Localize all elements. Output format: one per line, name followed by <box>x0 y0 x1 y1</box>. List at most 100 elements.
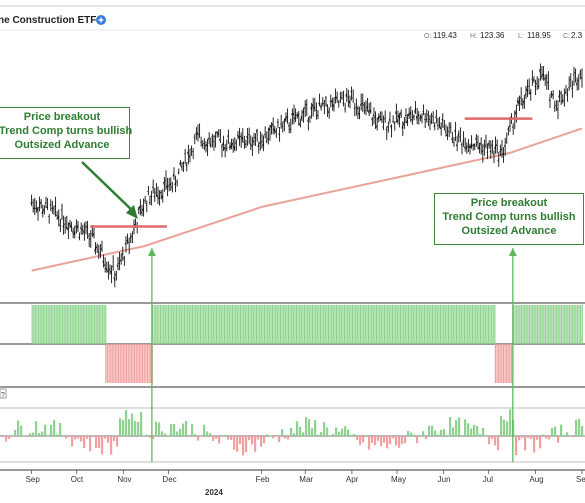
price-bar-open-tick <box>417 114 420 117</box>
price-bar-open-tick <box>223 146 226 151</box>
oscillator-bar-positive <box>146 434 149 436</box>
trend-composite-bar-positive <box>578 305 580 344</box>
trend-composite-bar-positive <box>527 305 529 344</box>
trend-composite-bar-positive <box>57 305 59 344</box>
price-bar-open-tick <box>532 78 535 81</box>
oscillator-bar-positive <box>500 415 503 436</box>
price-bar-open-tick <box>516 100 519 104</box>
oscillator-bar-negative <box>425 436 428 440</box>
trend-composite-bar-positive <box>385 305 387 344</box>
trend-composite-bar-positive <box>243 305 245 344</box>
price-bar-open-tick <box>172 172 175 177</box>
price-bar-open-tick <box>127 241 130 244</box>
price-bar-open-tick <box>303 106 306 109</box>
trend-composite-bar-positive <box>222 305 224 344</box>
trend-composite-bar-positive <box>84 305 86 344</box>
trend-composite-bar-positive <box>452 305 454 344</box>
price-bar-open-tick <box>329 100 331 102</box>
oscillator-bar-positive <box>434 430 437 436</box>
trend-composite-bar-positive <box>491 305 493 344</box>
oscillator-bar-negative <box>287 436 290 440</box>
price-bar-open-tick <box>382 126 384 128</box>
trend-composite-bar-negative <box>113 344 115 383</box>
trend-composite-bar-negative <box>140 344 142 383</box>
trend-composite-bar-positive <box>339 305 341 344</box>
price-bar-open-tick <box>63 223 66 225</box>
x-axis-tick-label: Se <box>576 475 585 484</box>
price-bar-open-tick <box>313 106 316 109</box>
oscillator-bar-negative <box>242 436 245 456</box>
oscillator-bar-positive <box>29 433 32 436</box>
trend-composite-bar-positive <box>174 305 176 344</box>
oscillator-bar-positive <box>326 427 329 436</box>
price-bar-open-tick <box>502 153 504 155</box>
price-bar-open-tick <box>299 123 301 126</box>
price-bar-open-tick <box>551 93 554 97</box>
price-bar-open-tick <box>463 146 466 149</box>
info-icon[interactable] <box>96 15 106 25</box>
oscillator-bar-positive <box>56 434 59 436</box>
price-bar-open-tick <box>503 144 506 147</box>
trend-composite-bar-positive <box>387 305 389 344</box>
trend-composite-bar-positive <box>419 305 421 344</box>
trend-composite-bar-positive <box>61 305 64 344</box>
oscillator-bar-negative <box>77 436 80 439</box>
price-bar-open-tick <box>390 125 392 130</box>
oscillator-bar-positive <box>185 421 188 436</box>
trend-composite-bar-positive <box>532 305 534 344</box>
price-bar-open-tick <box>179 162 181 165</box>
price-bar-open-tick <box>68 223 71 226</box>
trend-composite-bar-positive <box>435 305 437 344</box>
price-bar-open-tick <box>415 115 418 121</box>
price-bar-open-tick <box>543 77 546 80</box>
trend-composite-bar-positive <box>439 305 442 344</box>
price-bar-open-tick <box>538 69 541 74</box>
price-bar-open-tick <box>526 88 528 93</box>
price-bar-open-tick <box>555 104 557 107</box>
price-bar-open-tick <box>230 143 232 148</box>
indicator-badge[interactable]: ? <box>0 388 7 399</box>
price-bar-open-tick <box>500 148 503 151</box>
oscillator-bar-positive <box>122 419 125 436</box>
ohlc-open-value: 119.43 <box>433 31 457 40</box>
price-bar-open-tick <box>159 191 162 195</box>
oscillator-bar-negative <box>110 436 113 455</box>
oscillator-bar-negative <box>215 436 218 439</box>
trend-composite-bar-positive <box>155 305 157 344</box>
price-bar-open-tick <box>60 209 63 211</box>
price-bar-open-tick <box>319 105 322 109</box>
price-bar-open-tick <box>275 130 277 133</box>
price-bar-open-tick <box>561 99 564 102</box>
trend-composite-bar-positive <box>217 305 219 344</box>
price-bar-open-tick <box>487 142 490 147</box>
ohlc-low-value: 118.95 <box>527 31 551 40</box>
trend-composite-bar-positive <box>283 305 285 344</box>
trend-composite-bar-positive <box>388 305 390 344</box>
trend-composite-bar-positive <box>219 305 221 344</box>
oscillator-bar-negative <box>260 436 263 447</box>
trend-composite-bar-positive <box>65 305 67 344</box>
oscillator-bar-negative <box>272 436 275 439</box>
trend-composite-bar-positive <box>279 305 282 344</box>
price-bar-open-tick <box>547 81 549 84</box>
oscillator-bar-positive <box>335 427 338 436</box>
price-bar-open-tick <box>241 136 244 141</box>
oscillator-bar-positive <box>449 416 452 436</box>
ohlc-close-value: 2.3 <box>571 31 583 40</box>
trend-composite-bar-positive <box>321 305 323 344</box>
price-bar-open-tick <box>276 121 279 124</box>
price-bar-open-tick <box>196 132 199 136</box>
trend-composite-bar-positive <box>396 305 398 344</box>
trend-composite-bar-positive <box>58 305 60 344</box>
oscillator-bar-positive <box>296 421 299 436</box>
price-bar-open-tick <box>142 208 144 211</box>
price-bar-open-tick <box>86 226 88 228</box>
trend-composite-panel <box>0 305 585 388</box>
price-bar-open-tick <box>521 103 524 105</box>
oscillator-bar-positive <box>32 432 35 436</box>
annotation-right-line-3: Outsized Advance <box>461 225 557 237</box>
oscillator-bar-negative <box>416 436 419 444</box>
trend-composite-bar-positive <box>92 305 94 344</box>
price-bar-open-tick <box>188 155 191 159</box>
oscillator-bar-negative <box>371 436 374 443</box>
